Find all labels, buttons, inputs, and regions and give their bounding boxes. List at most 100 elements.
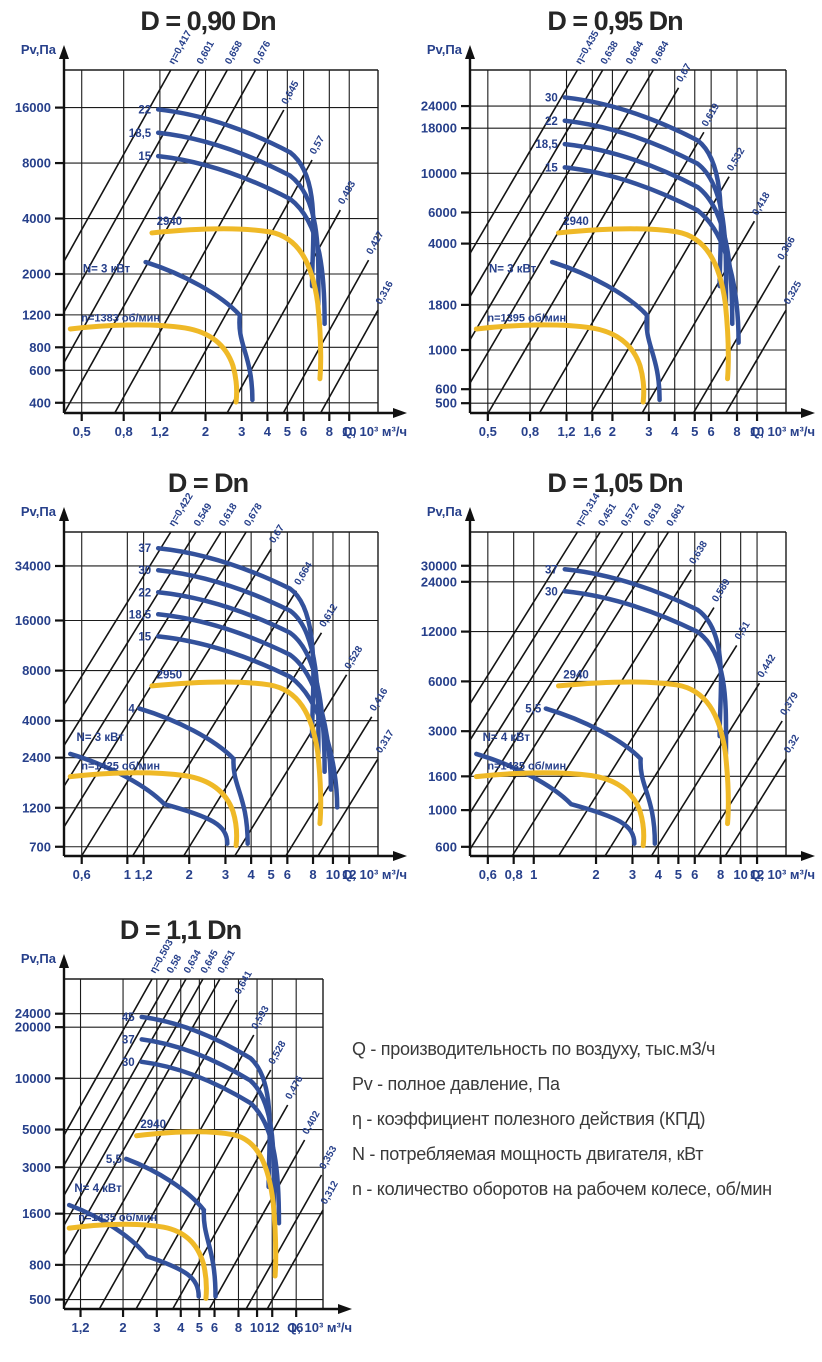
svg-text:0,379: 0,379 (778, 690, 801, 717)
svg-text:500: 500 (29, 1292, 51, 1307)
svg-text:30: 30 (138, 565, 151, 577)
svg-text:Pv,Па: Pv,Па (21, 504, 57, 519)
svg-text:8: 8 (733, 424, 740, 439)
svg-text:0,664: 0,664 (293, 560, 316, 587)
chart-d-dn: D = Dn 34000 16000 8000 4000 2400 1200 700 0,6 1… (8, 468, 408, 896)
svg-text:2: 2 (119, 1320, 126, 1335)
svg-text:0,528: 0,528 (267, 1039, 289, 1067)
svg-text:3: 3 (629, 867, 636, 882)
svg-text:N= 4 кВт: N= 4 кВт (483, 732, 531, 744)
svg-text:8: 8 (717, 867, 724, 882)
svg-text:0,418: 0,418 (750, 190, 772, 218)
eta-lines (63, 531, 379, 857)
svg-text:0,451: 0,451 (596, 501, 619, 528)
svg-text:5: 5 (284, 424, 291, 439)
svg-text:n=1435 об/мин: n=1435 об/мин (78, 1212, 157, 1224)
svg-text:8: 8 (326, 424, 333, 439)
svg-text:22: 22 (138, 587, 151, 599)
svg-text:0,684: 0,684 (649, 39, 671, 67)
svg-text:0,658: 0,658 (223, 39, 245, 67)
svg-text:0,641: 0,641 (233, 969, 255, 997)
svg-text:6: 6 (708, 424, 715, 439)
svg-text:6000: 6000 (428, 674, 457, 689)
svg-text:2: 2 (609, 424, 616, 439)
svg-text:600: 600 (435, 382, 457, 397)
svg-text:4000: 4000 (428, 236, 457, 251)
svg-text:24000: 24000 (421, 99, 457, 114)
grid: 16000 8000 4000 2000 1200 800 600 400 0,5 0,8 1,2 2… (15, 69, 379, 439)
svg-text:800: 800 (29, 1257, 51, 1272)
svg-text:4000: 4000 (22, 211, 51, 226)
svg-text:Pv,Па: Pv,Па (427, 42, 463, 57)
svg-text:18000: 18000 (421, 121, 457, 136)
svg-text:5: 5 (675, 867, 682, 882)
svg-text:1800: 1800 (428, 297, 457, 312)
svg-text:34000: 34000 (15, 558, 51, 573)
rpm-curves: 2940 n=1383 об/мин (67, 216, 324, 405)
svg-text:15: 15 (545, 162, 558, 174)
svg-text:45: 45 (122, 1012, 135, 1024)
svg-text:6: 6 (211, 1320, 218, 1335)
svg-text:0,589: 0,589 (710, 577, 733, 604)
svg-text:N= 4 кВт: N= 4 кВт (74, 1183, 122, 1195)
axes: Pv,Па Q, 10³ м³/ч (21, 42, 407, 439)
svg-text:0,638: 0,638 (599, 39, 621, 67)
svg-text:6000: 6000 (428, 205, 457, 220)
chart-title: D = Dn (167, 468, 249, 498)
chart-d-105dn: D = 1,05 Dn 30000 24000 12000 6000 3000 1600 1… (414, 468, 816, 896)
svg-text:16: 16 (289, 1320, 303, 1335)
svg-text:0,6: 0,6 (73, 867, 91, 882)
svg-text:10: 10 (733, 867, 747, 882)
fan-curve-canvas: 16000 8000 4000 2000 1200 800 600 400 0,5 0,8 1,2 2… (15, 28, 407, 439)
svg-text:1,2: 1,2 (135, 867, 153, 882)
rpm-curves: 2950 n=1425 об/мин (67, 669, 324, 849)
chart-title: D = 0,90 Dn (140, 6, 276, 36)
svg-text:0,601: 0,601 (195, 39, 217, 67)
svg-text:5: 5 (267, 867, 274, 882)
chart-d-11dn: D = 1,1 Dn 24000 20000 10000 5000 3000 1600 80… (8, 915, 353, 1349)
legend-line-eta: η - коэффициент полезного действия (КПД) (352, 1109, 706, 1129)
svg-text:6: 6 (691, 867, 698, 882)
svg-text:1: 1 (124, 867, 131, 882)
axes: Pv,Па Q, 10³ м³/ч (21, 951, 352, 1335)
svg-text:37: 37 (138, 543, 151, 555)
legend-line-pv: Pv - полное давление, Па (352, 1074, 560, 1094)
svg-text:0,618: 0,618 (217, 501, 240, 528)
svg-text:5,5: 5,5 (106, 1154, 123, 1166)
svg-text:30: 30 (122, 1057, 135, 1069)
svg-text:4000: 4000 (22, 713, 51, 728)
chart-d-090dn: D = 0,90 Dn 16000 8000 4000 2000 1200 800 600 4… (8, 6, 408, 453)
svg-text:24000: 24000 (421, 574, 457, 589)
svg-text:N= 3 кВт: N= 3 кВт (83, 263, 131, 275)
legend-line-n-rpm: n - количество оборотов на рабочем колес… (352, 1179, 772, 1199)
svg-text:2: 2 (186, 867, 193, 882)
svg-text:3: 3 (153, 1320, 160, 1335)
svg-text:0,8: 0,8 (521, 424, 539, 439)
svg-text:5000: 5000 (22, 1122, 51, 1137)
chart-title: D = 1,05 Dn (547, 468, 683, 498)
svg-text:0,366: 0,366 (776, 235, 798, 263)
svg-text:0,619: 0,619 (700, 101, 722, 129)
svg-text:12: 12 (342, 867, 356, 882)
axes: Pv,Па Q, 10³ м³/ч (21, 504, 407, 882)
svg-text:4: 4 (671, 424, 679, 439)
svg-text:1200: 1200 (22, 800, 51, 815)
svg-text:0,67: 0,67 (267, 523, 287, 546)
svg-text:1000: 1000 (428, 342, 457, 357)
svg-text:n=1383 об/мин: n=1383 об/мин (81, 312, 160, 324)
svg-text:0,57: 0,57 (308, 134, 327, 157)
svg-text:3000: 3000 (22, 1160, 51, 1175)
svg-text:10: 10 (750, 424, 764, 439)
svg-text:1600: 1600 (22, 1206, 51, 1221)
svg-text:N= 3 кВт: N= 3 кВт (77, 732, 125, 744)
svg-text:800: 800 (29, 340, 51, 355)
svg-text:N= 3 кВт: N= 3 кВт (489, 263, 537, 275)
svg-text:Pv,Па: Pv,Па (21, 42, 57, 57)
svg-text:Pv,Па: Pv,Па (21, 951, 57, 966)
svg-text:0,549: 0,549 (192, 501, 215, 528)
